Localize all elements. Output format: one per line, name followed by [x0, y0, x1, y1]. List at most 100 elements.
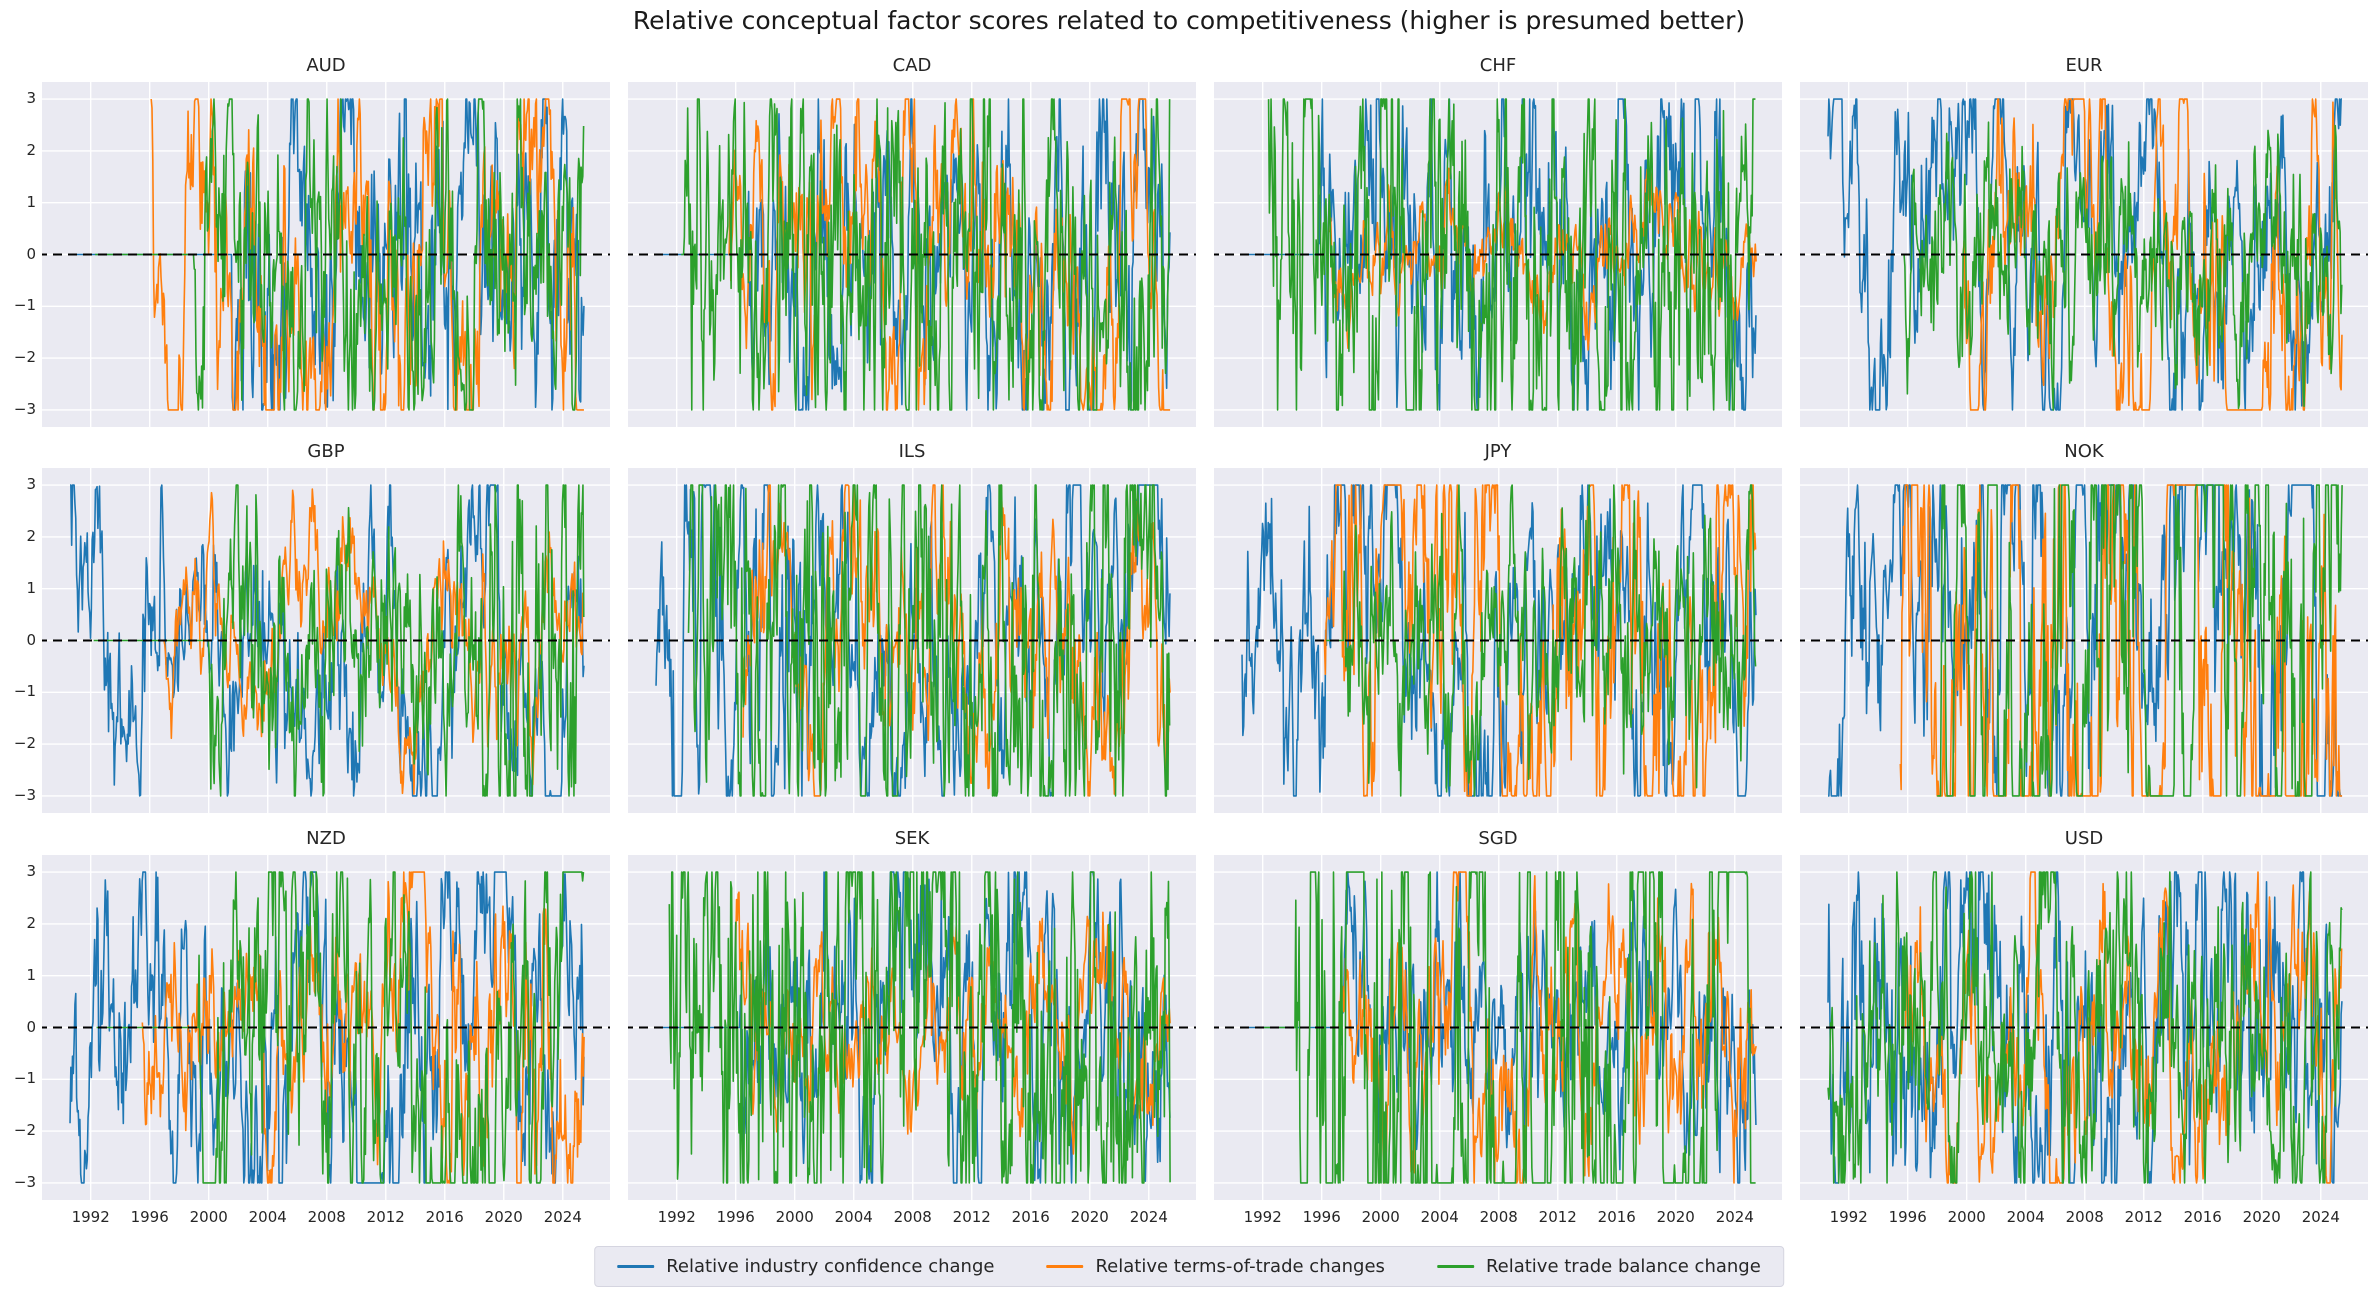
- x-tick-label: 2024: [1715, 1208, 1754, 1226]
- x-tick-label: 2000: [1947, 1208, 1986, 1226]
- plot-canvas: [1214, 468, 1782, 813]
- x-tick-label: 2004: [1420, 1208, 1459, 1226]
- x-tick-label: 1996: [1302, 1208, 1341, 1226]
- legend: Relative industry confidence change Rela…: [594, 1246, 1784, 1287]
- subplot-nzd: NZD 3 2 1 0 −1 −2 −3 1992 1996 2000 2004 2008 2012 20…: [14, 828, 610, 1226]
- plot-canvas: [628, 468, 1196, 813]
- plot-canvas: [42, 855, 610, 1200]
- legend-item-trade-balance: Relative trade balance change: [1436, 1256, 1761, 1277]
- subplot-eur: EUR: [1800, 55, 2368, 427]
- x-tick-label: 2000: [189, 1208, 228, 1226]
- y-tick-label: 3: [26, 862, 36, 881]
- plot-canvas: [628, 82, 1196, 427]
- subplot-gbp: GBP 3 2 1 0 −1 −2 −3: [14, 441, 610, 813]
- x-tick-label: 2020: [1070, 1208, 1109, 1226]
- x-tick-label: 2012: [2124, 1208, 2163, 1226]
- y-tick-label: 1: [26, 192, 36, 211]
- subplot-title: USD: [2064, 828, 2104, 849]
- x-tick-label: 1992: [71, 1208, 110, 1226]
- y-tick-label: −2: [13, 1121, 36, 1140]
- subplot-title: NOK: [2064, 441, 2104, 462]
- subplot-title: AUD: [306, 55, 346, 76]
- subplot-nok: NOK: [1800, 441, 2368, 813]
- x-tick-label: 2000: [775, 1208, 814, 1226]
- subplot-cad: CAD: [628, 55, 1196, 427]
- x-tick-label: 2008: [1479, 1208, 1518, 1226]
- y-tick-label: −1: [13, 296, 36, 315]
- subplot-title: ILS: [898, 441, 926, 462]
- subplot-title: CHF: [1479, 55, 1517, 76]
- x-tick-label: 2016: [1011, 1208, 1050, 1226]
- x-tick-label: 2020: [484, 1208, 523, 1226]
- legend-label: Relative industry confidence change: [666, 1256, 995, 1277]
- x-tick-label: 2004: [834, 1208, 873, 1226]
- subplot-aud: AUD 3 2 1 0 −1 −2 −3: [14, 55, 610, 427]
- y-tick-label: −1: [13, 1069, 36, 1088]
- subplot-jpy: JPY: [1214, 441, 1782, 813]
- x-tick-label: 2012: [952, 1208, 991, 1226]
- x-tick-label: 2004: [248, 1208, 287, 1226]
- x-tick-label: 2016: [2183, 1208, 2222, 1226]
- legend-line-swatch-orange: [1046, 1265, 1084, 1268]
- plot-canvas: [42, 468, 610, 813]
- plot-canvas: [1214, 855, 1782, 1200]
- y-tick-label: 3: [26, 475, 36, 494]
- plot-canvas: [1214, 82, 1782, 427]
- y-tick-label: −2: [13, 348, 36, 367]
- subplot-usd: USD 1992 1996 2000 2004 2008 2012 2016 2020 2024: [1800, 828, 2368, 1226]
- plot-canvas: [1800, 855, 2368, 1200]
- legend-item-terms-of-trade: Relative terms-of-trade changes: [1046, 1256, 1385, 1277]
- x-tick-label: 2004: [2006, 1208, 2045, 1226]
- legend-label: Relative terms-of-trade changes: [1095, 1256, 1385, 1277]
- y-tick-label: 1: [26, 578, 36, 597]
- x-tick-label: 2008: [893, 1208, 932, 1226]
- y-tick-label: 2: [26, 140, 36, 159]
- x-tick-label: 2020: [2242, 1208, 2281, 1226]
- plot-canvas: [1800, 82, 2368, 427]
- y-tick-label: −3: [13, 1172, 36, 1191]
- subplot-chf: CHF: [1214, 55, 1782, 427]
- y-tick-label: 0: [26, 244, 36, 263]
- subplot-ils: ILS: [628, 441, 1196, 813]
- x-tick-label: 2008: [307, 1208, 346, 1226]
- x-tick-label: 2024: [2301, 1208, 2340, 1226]
- x-tick-label: 2012: [1538, 1208, 1577, 1226]
- y-tick-label: −2: [13, 734, 36, 753]
- x-tick-label: 1996: [130, 1208, 169, 1226]
- subplot-title: NZD: [306, 828, 346, 849]
- x-tick-label: 1996: [1888, 1208, 1927, 1226]
- subplot-title: SGD: [1478, 828, 1518, 849]
- y-tick-label: −3: [13, 785, 36, 804]
- x-tick-label: 1992: [657, 1208, 696, 1226]
- y-tick-label: 0: [26, 630, 36, 649]
- subplot-title: SEK: [894, 828, 930, 849]
- y-tick-label: 0: [26, 1017, 36, 1036]
- legend-line-swatch-blue: [617, 1265, 655, 1268]
- subplot-title: JPY: [1484, 441, 1512, 462]
- y-tick-label: 1: [26, 965, 36, 984]
- x-tick-label: 2016: [425, 1208, 464, 1226]
- subplot-title: GBP: [307, 441, 345, 462]
- x-tick-label: 2012: [366, 1208, 405, 1226]
- subplot-sgd: SGD 1992 1996 2000 2004 2008 2012 2016 2020 2024: [1214, 828, 1782, 1226]
- y-tick-label: 2: [26, 526, 36, 545]
- x-tick-label: 1992: [1243, 1208, 1282, 1226]
- y-tick-label: −3: [13, 399, 36, 418]
- x-tick-label: 2024: [543, 1208, 582, 1226]
- legend-line-swatch-green: [1436, 1265, 1474, 1268]
- subplot-title: EUR: [2065, 55, 2103, 76]
- plot-canvas: [42, 82, 610, 427]
- x-tick-label: 1996: [716, 1208, 755, 1226]
- x-tick-label: 2016: [1597, 1208, 1636, 1226]
- subplot-title: CAD: [892, 55, 932, 76]
- y-tick-label: −1: [13, 682, 36, 701]
- plot-canvas: [628, 855, 1196, 1200]
- x-tick-label: 1992: [1829, 1208, 1868, 1226]
- figure-title: Relative conceptual factor scores relate…: [632, 6, 1746, 35]
- y-tick-label: 3: [26, 89, 36, 108]
- x-tick-label: 2020: [1656, 1208, 1695, 1226]
- legend-item-industry-confidence: Relative industry confidence change: [617, 1256, 994, 1277]
- legend-label: Relative trade balance change: [1485, 1256, 1761, 1277]
- x-tick-label: 2008: [2065, 1208, 2104, 1226]
